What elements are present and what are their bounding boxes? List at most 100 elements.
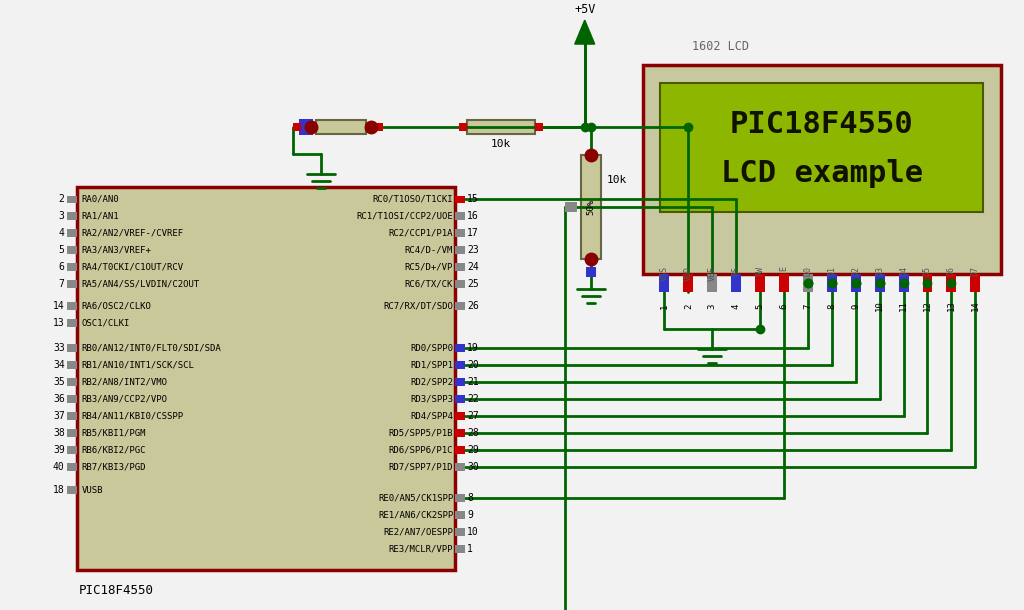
Bar — [67, 280, 77, 288]
Text: 30: 30 — [467, 462, 479, 472]
Bar — [456, 212, 465, 220]
Bar — [581, 155, 601, 259]
Text: LCD example: LCD example — [721, 159, 923, 188]
Text: RC2/CCP1/P1A: RC2/CCP1/P1A — [389, 229, 454, 238]
Text: 6: 6 — [58, 262, 65, 272]
Text: 9: 9 — [851, 303, 860, 309]
Bar — [67, 302, 77, 310]
Bar — [456, 412, 465, 420]
Text: 17: 17 — [467, 228, 479, 239]
Bar — [826, 274, 837, 292]
Text: 10: 10 — [467, 527, 479, 537]
Text: RD0/SPP0: RD0/SPP0 — [411, 343, 454, 353]
Text: 20: 20 — [467, 360, 479, 370]
Bar — [77, 187, 456, 570]
Text: 29: 29 — [467, 445, 479, 454]
Bar — [67, 486, 77, 495]
Text: RE2/AN7/OESPP: RE2/AN7/OESPP — [383, 528, 454, 537]
Text: 2: 2 — [684, 303, 693, 309]
Text: D6: D6 — [947, 266, 955, 276]
Bar — [456, 264, 465, 271]
Text: 36: 36 — [53, 394, 65, 404]
Text: RW: RW — [756, 266, 765, 276]
Text: D2: D2 — [851, 266, 860, 276]
Text: 2: 2 — [58, 195, 65, 204]
Bar — [67, 319, 77, 327]
Bar — [67, 395, 77, 403]
Text: VDD: VDD — [684, 266, 693, 281]
Text: RC7/RX/DT/SDO: RC7/RX/DT/SDO — [383, 301, 454, 310]
Bar — [456, 302, 465, 310]
Text: 1602 LCD: 1602 LCD — [692, 40, 750, 53]
Bar — [67, 445, 77, 454]
Bar — [456, 361, 465, 369]
Text: 1: 1 — [659, 303, 669, 309]
Bar — [67, 344, 77, 352]
Text: 19: 19 — [467, 343, 479, 353]
Text: RA6/OSC2/CLKO: RA6/OSC2/CLKO — [82, 301, 152, 310]
Bar — [731, 274, 741, 292]
Text: RB6/KBI2/PGC: RB6/KBI2/PGC — [82, 445, 146, 454]
Text: 5: 5 — [58, 245, 65, 256]
Text: 7: 7 — [58, 279, 65, 289]
Bar — [456, 545, 465, 553]
Text: VUSB: VUSB — [82, 486, 103, 495]
Text: 24: 24 — [467, 262, 479, 272]
Bar — [456, 196, 465, 204]
Text: RC6/TX/CK: RC6/TX/CK — [404, 280, 454, 289]
Polygon shape — [574, 20, 595, 44]
Text: 1: 1 — [467, 544, 473, 554]
Bar — [456, 495, 465, 503]
Text: 37: 37 — [53, 411, 65, 421]
Bar — [779, 274, 788, 292]
Text: 25: 25 — [467, 279, 479, 289]
Text: 9: 9 — [467, 511, 473, 520]
Bar — [456, 462, 465, 470]
Text: RS: RS — [732, 266, 740, 276]
Text: 10k: 10k — [490, 138, 511, 149]
Text: RE1/AN6/CK2SPP: RE1/AN6/CK2SPP — [378, 511, 454, 520]
Text: PIC18F4550: PIC18F4550 — [730, 110, 913, 139]
Text: 13: 13 — [947, 301, 955, 312]
Text: OSC1/CLKI: OSC1/CLKI — [82, 318, 130, 328]
Bar — [456, 395, 465, 403]
Text: 11: 11 — [899, 301, 908, 312]
Text: RB0/AN12/INT0/FLT0/SDI/SDA: RB0/AN12/INT0/FLT0/SDI/SDA — [82, 343, 221, 353]
Bar — [376, 123, 383, 131]
Bar — [565, 202, 577, 212]
Bar — [535, 123, 543, 131]
Text: RC4/D-/VM: RC4/D-/VM — [404, 246, 454, 255]
Text: 8: 8 — [827, 303, 837, 309]
Bar — [683, 274, 693, 292]
Text: RD7/SPP7/P1D: RD7/SPP7/P1D — [389, 462, 454, 471]
Bar — [971, 274, 980, 292]
Text: 21: 21 — [467, 377, 479, 387]
Bar — [851, 274, 861, 292]
Text: RA4/T0CKI/C1OUT/RCV: RA4/T0CKI/C1OUT/RCV — [82, 263, 183, 271]
Bar — [293, 123, 301, 131]
Text: RC0/T1OSO/T1CKI: RC0/T1OSO/T1CKI — [373, 195, 454, 204]
Bar — [467, 120, 535, 134]
Text: RE3/MCLR/VPP: RE3/MCLR/VPP — [389, 545, 454, 554]
Text: 4: 4 — [58, 228, 65, 239]
Text: RD2/SPP2: RD2/SPP2 — [411, 378, 454, 386]
Text: D5: D5 — [923, 266, 932, 276]
Bar — [923, 274, 933, 292]
Text: 3: 3 — [58, 212, 65, 221]
Text: D4: D4 — [899, 266, 908, 276]
Text: RD4/SPP4: RD4/SPP4 — [411, 411, 454, 420]
Text: RD1/SPP1: RD1/SPP1 — [411, 361, 454, 370]
Text: 26: 26 — [467, 301, 479, 311]
Bar — [708, 274, 717, 292]
Text: 10: 10 — [876, 301, 884, 312]
Bar — [803, 274, 813, 292]
Text: RB7/KBI3/PGD: RB7/KBI3/PGD — [82, 462, 146, 471]
Bar — [755, 274, 765, 292]
Text: 34: 34 — [53, 360, 65, 370]
Text: RB5/KBI1/PGM: RB5/KBI1/PGM — [82, 428, 146, 437]
Text: 35: 35 — [53, 377, 65, 387]
Bar — [456, 344, 465, 352]
Text: RB1/AN10/INT1/SCK/SCL: RB1/AN10/INT1/SCK/SCL — [82, 361, 195, 370]
Bar — [660, 83, 983, 212]
Text: RA1/AN1: RA1/AN1 — [82, 212, 119, 221]
